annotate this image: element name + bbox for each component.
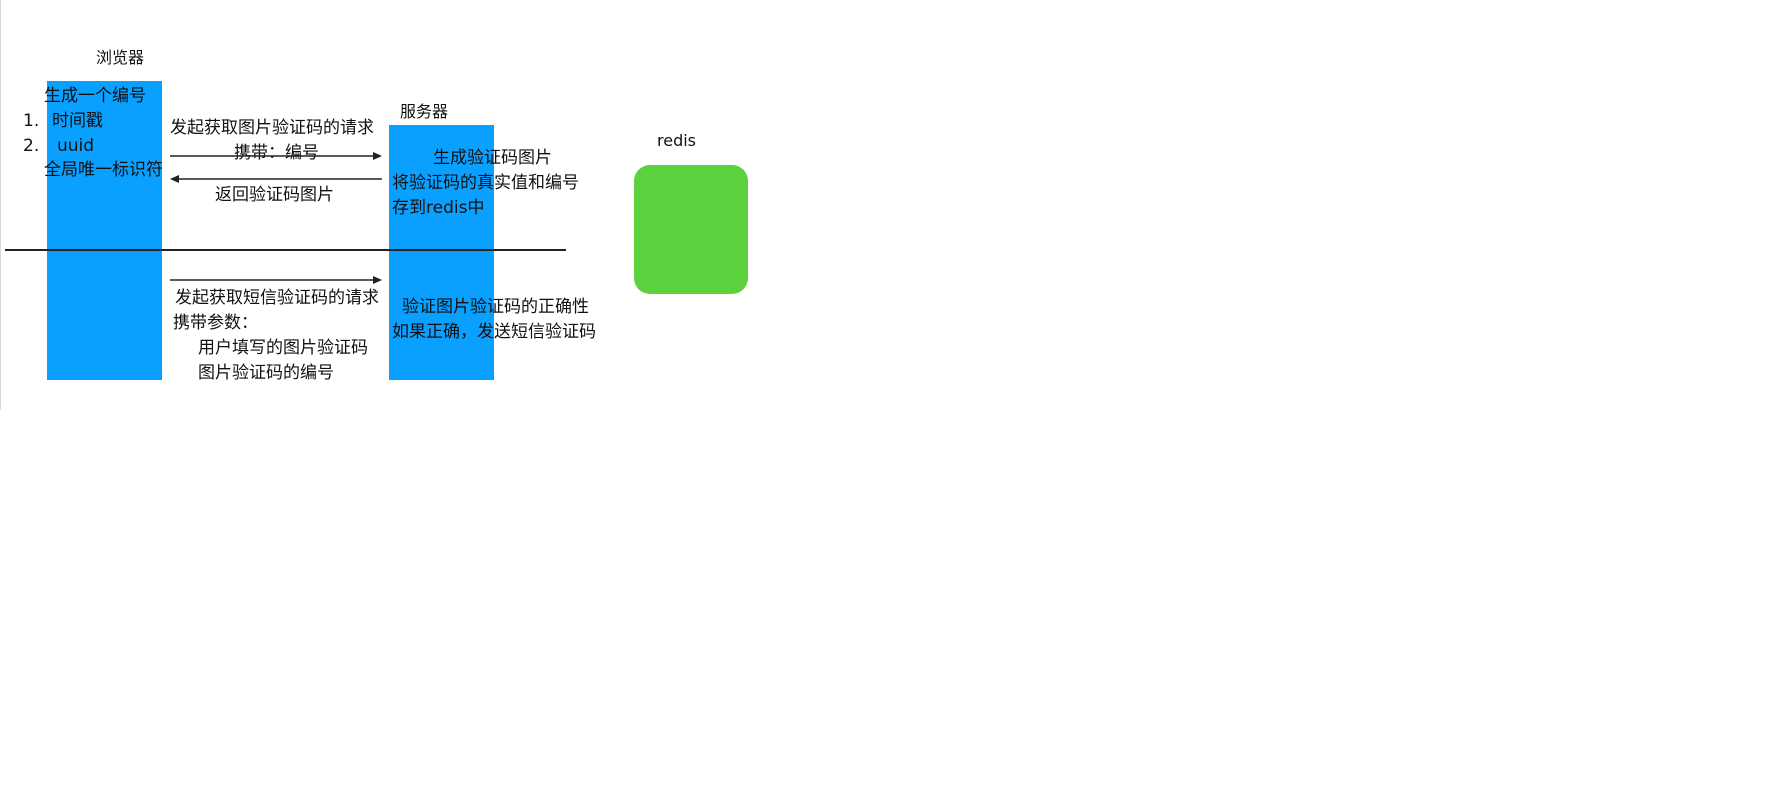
server-step1-line1: 生成验证码图片 — [433, 148, 552, 168]
browser-item-1-text: 时间戳 — [52, 111, 103, 131]
server-step2-line2: 如果正确，发送短信验证码 — [392, 322, 596, 342]
server-step1-line2: 将验证码的真实值和编号 — [392, 173, 579, 193]
browser-title: 浏览器 — [96, 48, 145, 67]
browser-item-1-number: 1. — [23, 111, 40, 131]
phase-divider — [5, 249, 566, 251]
redis-store-box — [634, 165, 748, 294]
phase1-carry-label: 携带：编号 — [234, 143, 319, 163]
phase2-param2-label: 图片验证码的编号 — [198, 363, 334, 383]
phase2-carry-label: 携带参数： — [173, 313, 258, 333]
redis-title: redis — [657, 131, 697, 150]
phase2-param1-label: 用户填写的图片验证码 — [198, 338, 368, 358]
phase1-response-arrowhead — [170, 175, 179, 183]
canvas-edge — [0, 0, 1, 410]
phase1-response-label: 返回验证码图片 — [215, 185, 334, 205]
server-title: 服务器 — [400, 102, 449, 121]
browser-item-2-text: uuid — [57, 136, 95, 156]
phase2-request-arrowhead — [373, 276, 382, 284]
browser-note-footer: 全局唯一标识符 — [44, 160, 163, 180]
browser-lane — [47, 81, 162, 380]
server-step1-line3: 存到redis中 — [392, 198, 485, 218]
browser-note-title: 生成一个编号 — [44, 86, 146, 106]
server-step2-line1: 验证图片验证码的正确性 — [402, 297, 589, 317]
phase1-request-label: 发起获取图片验证码的请求 — [170, 118, 374, 138]
browser-item-2-number: 2. — [23, 136, 40, 156]
phase2-request-label: 发起获取短信验证码的请求 — [175, 288, 379, 308]
server-lane — [389, 125, 494, 380]
phase1-request-arrowhead — [373, 152, 382, 160]
